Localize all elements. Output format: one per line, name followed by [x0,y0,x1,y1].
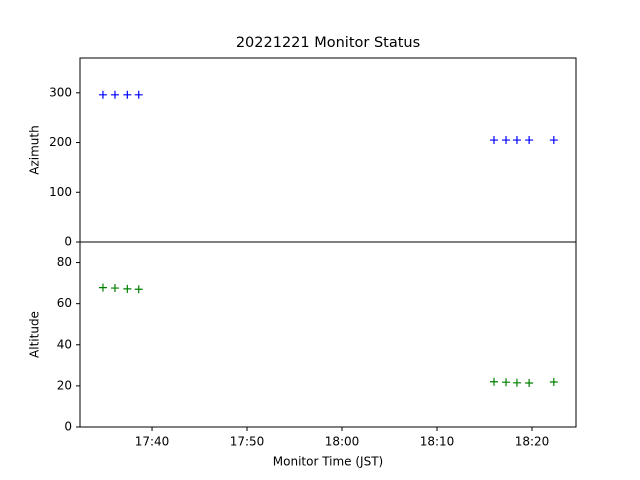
x-tick-label: 17:50 [230,435,265,449]
plot-frame [79,241,577,428]
y-tick-label: 100 [49,185,72,199]
point [134,90,143,99]
point [549,377,558,386]
x-tick-label: 17:40 [135,435,170,449]
chart-title: 20221221 Monitor Status [236,35,420,51]
point [502,378,511,387]
point [512,136,521,145]
point [123,90,132,99]
point [98,283,107,292]
point [525,136,534,145]
point [110,284,119,293]
y-axis-label: Altitude [28,311,42,358]
x-tick-label: 18:10 [420,435,455,449]
point [502,136,511,145]
y-tick-label: 0 [64,235,72,249]
point [512,378,521,387]
point [549,136,558,145]
point [489,136,498,145]
point [123,284,132,293]
point [110,90,119,99]
y-tick-label: 80 [57,255,72,269]
y-tick-label: 0 [64,420,72,434]
x-tick-label: 18:20 [515,435,550,449]
y-tick-label: 300 [49,85,72,99]
point [134,285,143,294]
point [525,379,534,388]
y-tick-label: 200 [49,135,72,149]
point [98,90,107,99]
y-axis-label: Azimuth [28,125,42,174]
x-axis-label: Monitor Time (JST) [273,455,383,469]
point [489,377,498,386]
y-tick-label: 40 [57,337,72,351]
y-tick-label: 20 [57,378,72,392]
y-tick-label: 60 [57,296,72,310]
x-tick-label: 18:00 [325,435,360,449]
